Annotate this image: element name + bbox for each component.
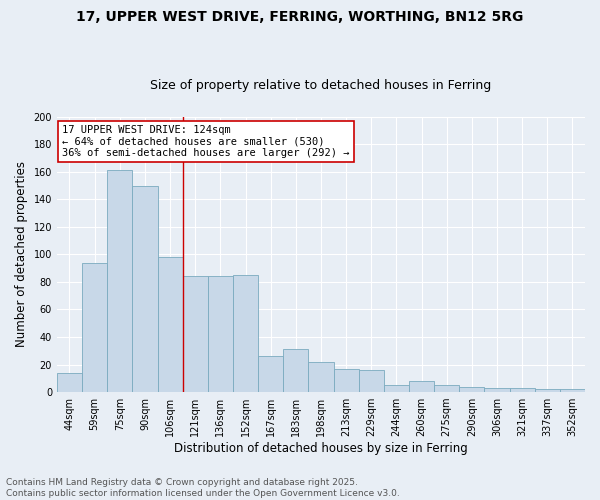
Text: 17, UPPER WEST DRIVE, FERRING, WORTHING, BN12 5RG: 17, UPPER WEST DRIVE, FERRING, WORTHING,… <box>76 10 524 24</box>
Bar <box>208 276 233 392</box>
Bar <box>258 356 283 392</box>
Bar <box>57 373 82 392</box>
Bar <box>434 385 459 392</box>
Bar <box>233 275 258 392</box>
Bar <box>133 186 158 392</box>
Bar <box>182 276 208 392</box>
Bar <box>359 370 384 392</box>
Y-axis label: Number of detached properties: Number of detached properties <box>15 162 28 348</box>
Text: 17 UPPER WEST DRIVE: 124sqm
← 64% of detached houses are smaller (530)
36% of se: 17 UPPER WEST DRIVE: 124sqm ← 64% of det… <box>62 125 350 158</box>
Bar <box>459 386 484 392</box>
Bar <box>82 262 107 392</box>
Bar <box>107 170 133 392</box>
Bar <box>308 362 334 392</box>
Bar <box>334 368 359 392</box>
Title: Size of property relative to detached houses in Ferring: Size of property relative to detached ho… <box>151 79 491 92</box>
Bar <box>535 390 560 392</box>
Bar <box>158 257 182 392</box>
Bar <box>384 385 409 392</box>
X-axis label: Distribution of detached houses by size in Ferring: Distribution of detached houses by size … <box>174 442 468 455</box>
Text: Contains HM Land Registry data © Crown copyright and database right 2025.
Contai: Contains HM Land Registry data © Crown c… <box>6 478 400 498</box>
Bar <box>283 350 308 392</box>
Bar <box>509 388 535 392</box>
Bar <box>409 381 434 392</box>
Bar <box>484 388 509 392</box>
Bar <box>560 390 585 392</box>
